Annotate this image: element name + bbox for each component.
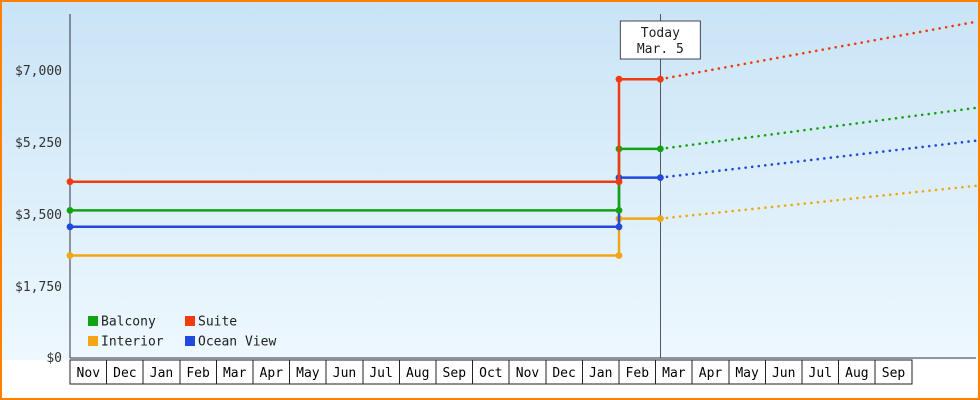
data-point-marker-interior: [66, 252, 74, 259]
y-tick-label: $0: [46, 351, 62, 366]
legend: Balcony Suite Interior Ocean View: [88, 315, 276, 350]
month-cell: [398, 359, 437, 385]
x-axis-month-strip: Nov Dec Jan Feb Mar Apr May Jun Jul Aug Sep Oct Nov D…: [69, 359, 913, 385]
month-cell: [142, 359, 181, 385]
y-tick-label: $5,250: [15, 136, 62, 151]
legend-swatch-suite: [185, 316, 195, 326]
month-label: Mar: [662, 366, 686, 381]
series-lines: [66, 20, 978, 259]
data-point-marker-ocean-view: [656, 174, 664, 182]
month-cell: [252, 359, 291, 385]
month-label: Nov: [77, 366, 101, 381]
series-projection-balcony: [659, 106, 978, 151]
series-projection-suite: [659, 20, 978, 81]
month-cell: [362, 359, 400, 385]
data-point-marker-balcony: [615, 207, 623, 214]
legend-swatch-ocean-view: [185, 336, 195, 346]
month-cell: [581, 359, 620, 385]
month-cell: [472, 359, 510, 385]
month-label: Mar: [223, 366, 247, 381]
data-point-marker-balcony: [66, 207, 74, 214]
legend-label-ocean-view: Ocean View: [198, 335, 276, 350]
legend-swatch-balcony: [88, 316, 98, 326]
month-label: Feb: [186, 366, 210, 381]
data-point-marker-interior: [656, 215, 664, 223]
y-tick-label: $7,000: [15, 64, 62, 79]
month-cell: [179, 359, 217, 385]
month-label: Jun: [772, 366, 795, 381]
data-point-marker-suite: [615, 75, 623, 83]
y-tick-label: $3,500: [15, 208, 62, 223]
month-cell: [874, 359, 913, 385]
series-line-interior: [68, 217, 662, 257]
data-point-marker-interior: [615, 252, 623, 259]
data-point-marker-balcony: [656, 145, 664, 153]
today-label: Today Mar. 5: [619, 20, 701, 60]
today-label-line1: Today: [641, 26, 680, 41]
data-point-marker-ocean-view: [66, 223, 74, 231]
month-label: May: [735, 366, 759, 381]
series-projection-interior: [659, 184, 978, 220]
legend-label-interior: Interior: [101, 335, 164, 350]
y-axis-labels: $0 $1,750 $3,500 $5,250 $7,000: [15, 64, 62, 366]
month-label: May: [296, 366, 320, 381]
month-cell: [728, 359, 766, 385]
month-cell: [215, 359, 254, 385]
month-label: Sep: [443, 366, 467, 381]
month-label: Feb: [626, 366, 650, 381]
data-point-marker-ocean-view: [615, 223, 623, 231]
month-cell: [801, 359, 840, 385]
series-line-suite: [68, 77, 662, 183]
month-label: Jul: [809, 366, 832, 381]
month-label: Jan: [150, 366, 173, 381]
data-point-marker-suite: [615, 178, 623, 186]
month-label: Aug: [406, 366, 429, 381]
month-label: Jul: [369, 366, 392, 381]
month-label: Oct: [479, 366, 502, 381]
month-cell: [325, 359, 364, 385]
legend-label-suite: Suite: [198, 315, 237, 330]
month-cell: [69, 359, 108, 385]
month-label: Nov: [516, 366, 540, 381]
month-label: Jun: [333, 366, 356, 381]
y-tick-label: $1,750: [15, 280, 62, 295]
month-label: Dec: [552, 366, 575, 381]
data-point-marker-suite: [656, 75, 664, 83]
month-cell: [106, 359, 144, 385]
month-cell: [691, 359, 730, 385]
series-projection-ocean-view: [659, 139, 978, 179]
legend-swatch-interior: [88, 336, 98, 346]
month-cell: [618, 359, 657, 385]
month-label: Sep: [882, 366, 906, 381]
month-cell: [655, 359, 693, 385]
today-label-box: [619, 20, 701, 60]
month-label: Aug: [845, 366, 868, 381]
month-label: Jan: [589, 366, 612, 381]
data-point-marker-suite: [66, 178, 74, 186]
month-label: Apr: [699, 366, 723, 381]
legend-label-balcony: Balcony: [101, 315, 156, 330]
month-label: Apr: [260, 366, 284, 381]
month-label: Dec: [113, 366, 136, 381]
month-cell: [508, 359, 547, 385]
today-label-line2: Mar. 5: [637, 42, 684, 57]
